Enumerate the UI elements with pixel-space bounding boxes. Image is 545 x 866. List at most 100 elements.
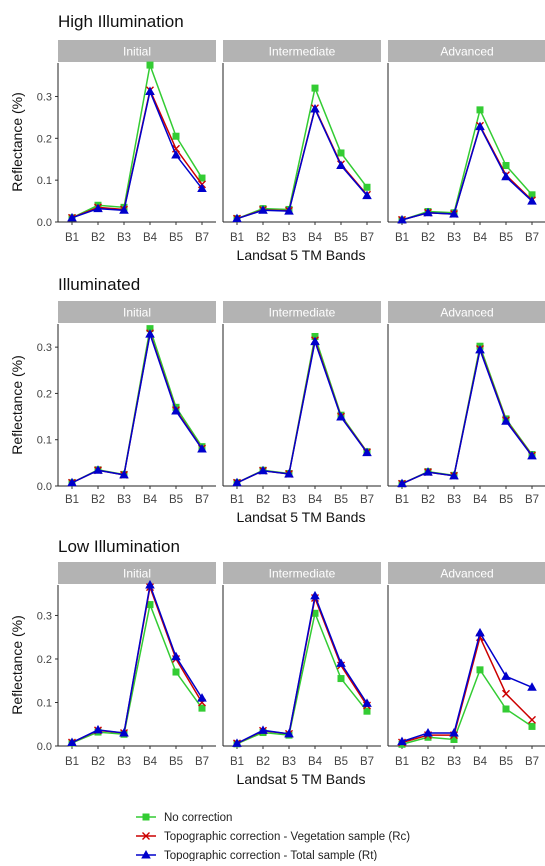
x-tick-label: B5 [334,232,348,244]
data-point-1 [311,332,319,340]
data-point-3 [197,693,207,702]
legend-item-label: No correction [164,812,232,824]
data-point-3 [258,465,268,475]
data-point-3 [171,406,181,415]
x-tick-label: B2 [421,232,435,244]
data-point-3 [397,214,407,224]
data-point-3 [67,737,77,747]
data-point-3 [258,205,268,214]
facet-strip-label: Advanced [440,45,493,59]
y-tick-label: 0.0 [37,217,52,229]
data-point-1 [363,707,371,715]
series-line-1 [236,85,368,220]
data-point-3 [197,183,207,193]
data-point-3 [258,725,268,734]
data-point-3 [397,478,407,488]
y-tick-label: 0.1 [37,175,52,187]
chart-row-3: Low Illumination Reflectance (%) Landsat 5… [9,537,545,787]
y-tick-label: 0.0 [37,741,52,753]
x-tick-label: B3 [282,494,296,506]
y-tick-label: 0.1 [37,435,52,447]
data-point-3 [501,416,511,425]
facet-strip [388,40,545,62]
x-tick-label: B4 [308,232,323,244]
facet-strip [223,40,381,62]
facet-strip [388,301,545,323]
legend-item: Topographic correction - Total sample (R… [136,850,377,862]
series-line-3 [401,124,533,221]
x-axis-label: Landsat 5 TM Bands [237,247,366,263]
x-tick-label: B4 [143,232,158,244]
data-point-3 [145,329,155,338]
x-tick-label: B4 [143,494,158,506]
x-tick-label: B2 [91,756,105,768]
facet-strip-label: Intermediate [269,45,336,59]
data-point-3 [362,447,372,457]
chart-title: Low Illumination [58,537,180,556]
x-tick-label: B1 [230,232,244,244]
x-tick-label: B2 [421,494,435,506]
x-tick-label: B3 [447,232,461,244]
data-point-3 [232,477,242,487]
facet-panel-advanced: Advanced B1 B2 B3 B4 B5 B7 [387,562,545,768]
legend: No correction Topographic correction - Ve… [136,812,410,862]
x-tick-label: B3 [117,232,131,244]
y-axis-label: Reflectance (%) [9,615,25,715]
x-tick-label: B7 [195,756,209,768]
data-point-3 [423,727,433,737]
y-tick-label: 0.2 [37,388,52,400]
x-axis-label: Landsat 5 TM Bands [237,509,366,525]
x-tick-label: B5 [169,232,183,244]
data-point-1 [198,174,206,182]
x-tick-label: B7 [525,756,539,768]
facet-panel-initial: Initial B1 B2 B3 B4 B5 B7 [57,40,216,244]
facet-strip-label: Initial [123,306,151,320]
x-tick-label: B3 [447,494,461,506]
x-tick-label: B5 [499,756,513,768]
x-tick-label: B2 [256,494,270,506]
data-point-3 [527,196,537,205]
data-point-3 [93,203,103,213]
facet-strip-label: Initial [123,567,151,581]
data-point-3 [527,450,537,460]
x-tick-label: B4 [473,494,488,506]
x-tick-label: B4 [308,494,323,506]
data-point-1 [502,162,510,170]
data-point-3 [449,209,459,218]
data-point-3 [197,443,207,453]
x-tick-label: B7 [525,232,539,244]
x-tick-label: B1 [65,232,79,244]
facet-panel-advanced: Advanced B1 B2 B3 B4 B5 B7 [387,40,545,244]
data-point-1 [172,668,180,676]
series-line-2 [236,105,368,220]
y-tick-label: 0.1 [37,697,52,709]
x-tick-label: B5 [334,756,348,768]
data-point-1 [146,325,154,333]
data-point-1 [337,149,345,157]
data-point-3 [119,205,129,214]
chart-title: High Illumination [58,12,184,31]
series-line-3 [236,593,368,745]
data-point-3 [423,467,433,476]
facet-panel-initial: Initial B1 B2 B3 B4 B5 B7 [57,301,216,506]
data-point-3 [336,412,346,421]
facet-strip [388,562,545,584]
data-point-3 [284,206,294,215]
data-point-1 [528,722,536,730]
chart-row-1: High Illumination Reflectance (%) Landsat … [9,12,545,263]
facet-strip-label: Advanced [440,306,493,320]
x-tick-label: B4 [143,756,158,768]
y-tick-label: 0.2 [37,654,52,666]
x-tick-label: B1 [65,494,79,506]
data-point-1 [424,733,432,741]
data-point-3 [336,658,346,667]
x-tick-label: B7 [195,232,209,244]
y-tick-label: 0.2 [37,133,52,145]
x-tick-label: B3 [282,756,296,768]
chart-title: Illuminated [58,275,140,294]
data-point-3 [145,580,155,589]
series-line-3 [401,347,533,485]
facet-panel-intermediate: Intermediate B1 B2 B3 B4 B5 B7 [222,301,381,506]
series-line-3 [236,338,368,484]
x-tick-label: B4 [473,756,488,768]
